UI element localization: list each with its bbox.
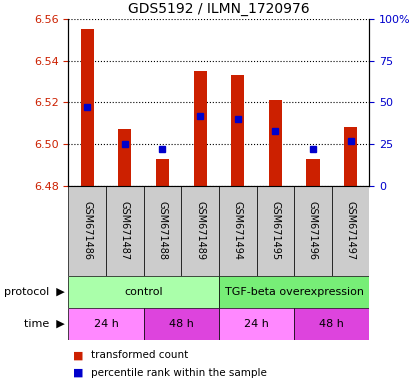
Text: transformed count: transformed count	[91, 350, 188, 360]
Bar	[68, 276, 219, 308]
Bar	[193, 71, 207, 186]
Text: ■: ■	[73, 350, 83, 360]
Text: GSM671487: GSM671487	[120, 202, 130, 260]
Text: time  ▶: time ▶	[24, 319, 64, 329]
Text: GSM671497: GSM671497	[346, 202, 356, 260]
Text: GSM671489: GSM671489	[195, 202, 205, 260]
Bar	[144, 186, 181, 276]
Text: GSM671495: GSM671495	[270, 202, 280, 260]
Text: GSM671488: GSM671488	[158, 202, 168, 260]
Bar	[106, 186, 144, 276]
Bar	[344, 127, 357, 186]
Bar	[294, 186, 332, 276]
Bar	[68, 308, 144, 340]
Text: 24 h: 24 h	[244, 319, 269, 329]
Text: 48 h: 48 h	[319, 319, 344, 329]
Bar	[81, 29, 94, 186]
Bar	[181, 186, 219, 276]
Bar	[256, 186, 294, 276]
Text: protocol  ▶: protocol ▶	[4, 287, 64, 297]
Text: percentile rank within the sample: percentile rank within the sample	[91, 368, 267, 378]
Text: 48 h: 48 h	[169, 319, 194, 329]
Bar	[219, 186, 256, 276]
Bar	[118, 129, 132, 186]
Text: GSM671496: GSM671496	[308, 202, 318, 260]
Title: GDS5192 / ILMN_1720976: GDS5192 / ILMN_1720976	[128, 2, 310, 17]
Bar	[294, 308, 369, 340]
Bar	[306, 159, 320, 186]
Bar	[231, 75, 244, 186]
Text: control: control	[124, 287, 163, 297]
Bar	[219, 276, 369, 308]
Bar	[156, 159, 169, 186]
Text: GSM671494: GSM671494	[233, 202, 243, 260]
Bar	[144, 308, 219, 340]
Bar	[332, 186, 369, 276]
Text: ■: ■	[73, 368, 83, 378]
Text: GSM671486: GSM671486	[82, 202, 92, 260]
Bar	[68, 186, 106, 276]
Text: 24 h: 24 h	[94, 319, 119, 329]
Bar	[269, 100, 282, 186]
Text: TGF-beta overexpression: TGF-beta overexpression	[225, 287, 364, 297]
Bar	[219, 308, 294, 340]
